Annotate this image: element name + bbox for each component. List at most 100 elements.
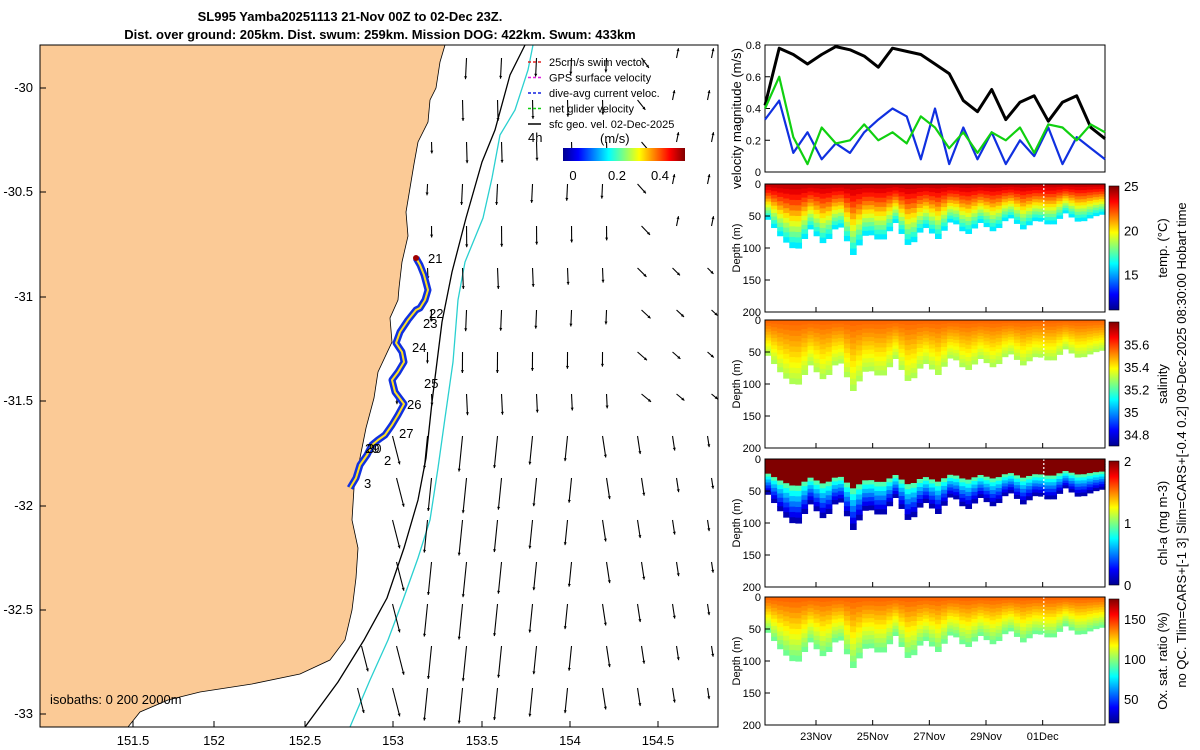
profile-cell bbox=[1074, 190, 1082, 194]
profile-cell bbox=[935, 495, 942, 501]
profile-cell bbox=[1098, 469, 1106, 473]
profile-cell bbox=[765, 459, 772, 463]
profile-cell bbox=[971, 618, 979, 624]
profile-cell bbox=[922, 320, 930, 325]
profile-cell bbox=[874, 500, 881, 506]
profile-cell bbox=[1092, 620, 1100, 624]
profile-cell bbox=[910, 611, 918, 617]
profile-cell bbox=[916, 625, 924, 630]
profile-cell bbox=[837, 487, 845, 492]
profile-cell bbox=[783, 597, 790, 603]
velocity-series-line bbox=[764, 99, 1106, 166]
profile-cell bbox=[995, 498, 1003, 504]
profile-cell bbox=[765, 331, 772, 336]
profile-cell bbox=[892, 193, 900, 198]
profile-cell bbox=[1068, 211, 1076, 215]
profile-cell bbox=[1050, 184, 1058, 188]
profile-cell bbox=[886, 493, 894, 499]
profile-cell bbox=[856, 204, 863, 210]
profile-cell bbox=[1020, 213, 1027, 219]
time-label: 4h bbox=[528, 130, 542, 145]
profile-cell bbox=[862, 493, 869, 498]
profile-y-tick-label: 150 bbox=[743, 550, 761, 562]
velocity-arrow bbox=[391, 687, 401, 717]
profile-cell bbox=[1013, 606, 1021, 611]
profile-cell bbox=[813, 205, 821, 211]
profile-cell bbox=[935, 229, 942, 235]
profile-cell bbox=[1062, 478, 1070, 482]
profile-cell bbox=[959, 347, 966, 352]
velocity-arrow bbox=[533, 477, 538, 507]
profile-cell bbox=[1092, 346, 1100, 350]
profile-cell bbox=[916, 621, 924, 626]
velocity-arrow-head bbox=[638, 535, 642, 539]
profile-cell bbox=[1056, 487, 1064, 492]
profile-cell bbox=[874, 615, 881, 621]
profile-cell bbox=[1056, 198, 1064, 202]
profile-cell bbox=[995, 352, 1003, 357]
profile-cell bbox=[947, 484, 954, 489]
profile-cell bbox=[1026, 194, 1033, 199]
profile-cell bbox=[953, 495, 960, 500]
profile-cell bbox=[856, 597, 863, 603]
profile-cell bbox=[916, 324, 924, 329]
profile-cell bbox=[1092, 338, 1100, 342]
profile-cell bbox=[771, 334, 778, 339]
velocity-arrow-head bbox=[495, 202, 499, 205]
profile-cell bbox=[783, 492, 790, 499]
profile-cell bbox=[862, 497, 869, 503]
profile-cell bbox=[1050, 336, 1058, 341]
profile-cell bbox=[1056, 461, 1064, 466]
velocity-arrow-head bbox=[497, 590, 501, 594]
profile-cell bbox=[1098, 345, 1106, 349]
profile-cell bbox=[1092, 212, 1100, 217]
profile-cell bbox=[795, 336, 803, 342]
profile-cell bbox=[995, 622, 1003, 627]
velocity-arrow-head bbox=[460, 202, 464, 205]
profile-cell bbox=[777, 506, 784, 512]
profile-cell bbox=[819, 488, 827, 494]
profile-cell bbox=[795, 341, 803, 348]
profile-cell bbox=[1044, 492, 1051, 497]
profile-cell bbox=[977, 216, 985, 220]
profile-cell bbox=[843, 620, 851, 626]
profile-cell bbox=[850, 384, 857, 391]
map-land bbox=[39, 44, 446, 728]
profile-cell bbox=[825, 597, 833, 603]
profile-cell bbox=[807, 210, 815, 215]
profile-cell bbox=[825, 369, 833, 375]
profile-y-tick-label: 150 bbox=[743, 275, 761, 287]
profile-cell bbox=[771, 348, 778, 354]
profile-cell bbox=[886, 218, 894, 224]
profile-cell bbox=[789, 362, 796, 369]
velocity-arrow-head bbox=[711, 485, 715, 489]
profile-cell bbox=[880, 468, 888, 474]
profile-cell bbox=[1056, 325, 1064, 330]
profile-cell bbox=[904, 224, 912, 230]
profile-cell bbox=[1074, 609, 1082, 614]
profile-cell bbox=[1032, 630, 1039, 635]
profile-cell bbox=[904, 375, 912, 381]
profile-cell bbox=[1038, 465, 1045, 469]
profile-cell bbox=[1038, 184, 1045, 188]
velocity-arrow bbox=[360, 645, 369, 672]
profile-cell bbox=[928, 344, 936, 350]
velocity-arrow-head bbox=[457, 468, 461, 472]
profile-cell bbox=[1068, 208, 1076, 213]
profile-cell bbox=[935, 508, 942, 514]
profile-cell bbox=[856, 224, 863, 231]
velocity-arrow bbox=[395, 645, 405, 675]
profile-cell bbox=[1092, 612, 1100, 616]
profile-cell bbox=[1062, 623, 1070, 627]
profile-cell bbox=[953, 616, 960, 621]
profile-cell bbox=[795, 491, 803, 497]
profile-cell bbox=[1080, 196, 1088, 200]
velocity-arrow-head bbox=[460, 370, 464, 373]
profile-cell bbox=[868, 459, 875, 464]
profile-cell bbox=[892, 329, 900, 334]
profile-cell bbox=[1044, 210, 1051, 215]
profile-cell bbox=[777, 618, 784, 624]
profile-cell bbox=[892, 196, 900, 201]
profile-cell bbox=[935, 646, 942, 652]
